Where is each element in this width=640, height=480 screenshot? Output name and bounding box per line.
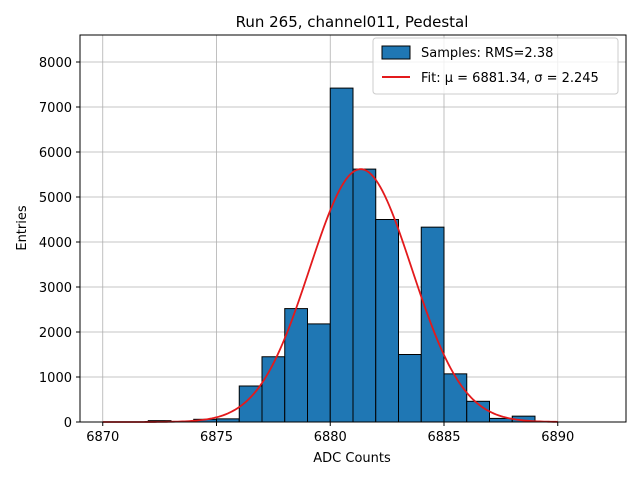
legend-box bbox=[372, 37, 619, 95]
x-tick-label: 6875 bbox=[200, 430, 233, 445]
legend: Samples: RMS=2.38 Fit: μ = 6881.34, σ = … bbox=[372, 37, 619, 95]
y-axis-label: Entries bbox=[15, 205, 30, 251]
y-tick-label: 5000 bbox=[39, 191, 72, 206]
chart-title: Run 265, channel011, Pedestal bbox=[236, 13, 469, 31]
x-axis-label: ADC Counts bbox=[313, 451, 391, 466]
histogram-bar bbox=[284, 308, 308, 423]
histogram-bar bbox=[307, 323, 331, 423]
histogram-bar bbox=[398, 354, 422, 423]
y-tick-label: 3000 bbox=[39, 281, 72, 296]
legend-fit-label: Fit: μ = 6881.34, σ = 2.245 bbox=[421, 71, 599, 86]
y-tick-label: 0 bbox=[64, 416, 72, 431]
y-tick-label: 6000 bbox=[39, 146, 72, 161]
plot-frame bbox=[79, 34, 627, 423]
x-axis-ticks: 6870 6875 6880 6885 6890 bbox=[86, 422, 574, 445]
legend-bar-swatch bbox=[381, 45, 411, 60]
y-tick-label: 7000 bbox=[39, 101, 72, 116]
histogram-bar bbox=[329, 87, 354, 423]
x-tick-label: 6890 bbox=[541, 430, 574, 445]
y-tick-label: 4000 bbox=[39, 236, 72, 251]
legend-samples-label: Samples: RMS=2.38 bbox=[421, 46, 553, 61]
histogram-bars bbox=[147, 87, 536, 423]
histogram-bar bbox=[352, 168, 377, 423]
y-axis-ticks: 0 1000 2000 3000 4000 5000 6000 7000 8000 bbox=[39, 56, 80, 431]
histogram-bar bbox=[375, 219, 399, 423]
y-tick-label: 1000 bbox=[39, 371, 72, 386]
x-tick-label: 6885 bbox=[427, 430, 460, 445]
y-tick-label: 8000 bbox=[39, 56, 72, 71]
histogram-bar bbox=[261, 356, 286, 423]
x-tick-label: 6880 bbox=[314, 430, 347, 445]
histogram-bar bbox=[420, 226, 445, 423]
y-tick-label: 2000 bbox=[39, 326, 72, 341]
x-tick-label: 6870 bbox=[86, 430, 119, 445]
histogram-bar bbox=[443, 373, 468, 423]
